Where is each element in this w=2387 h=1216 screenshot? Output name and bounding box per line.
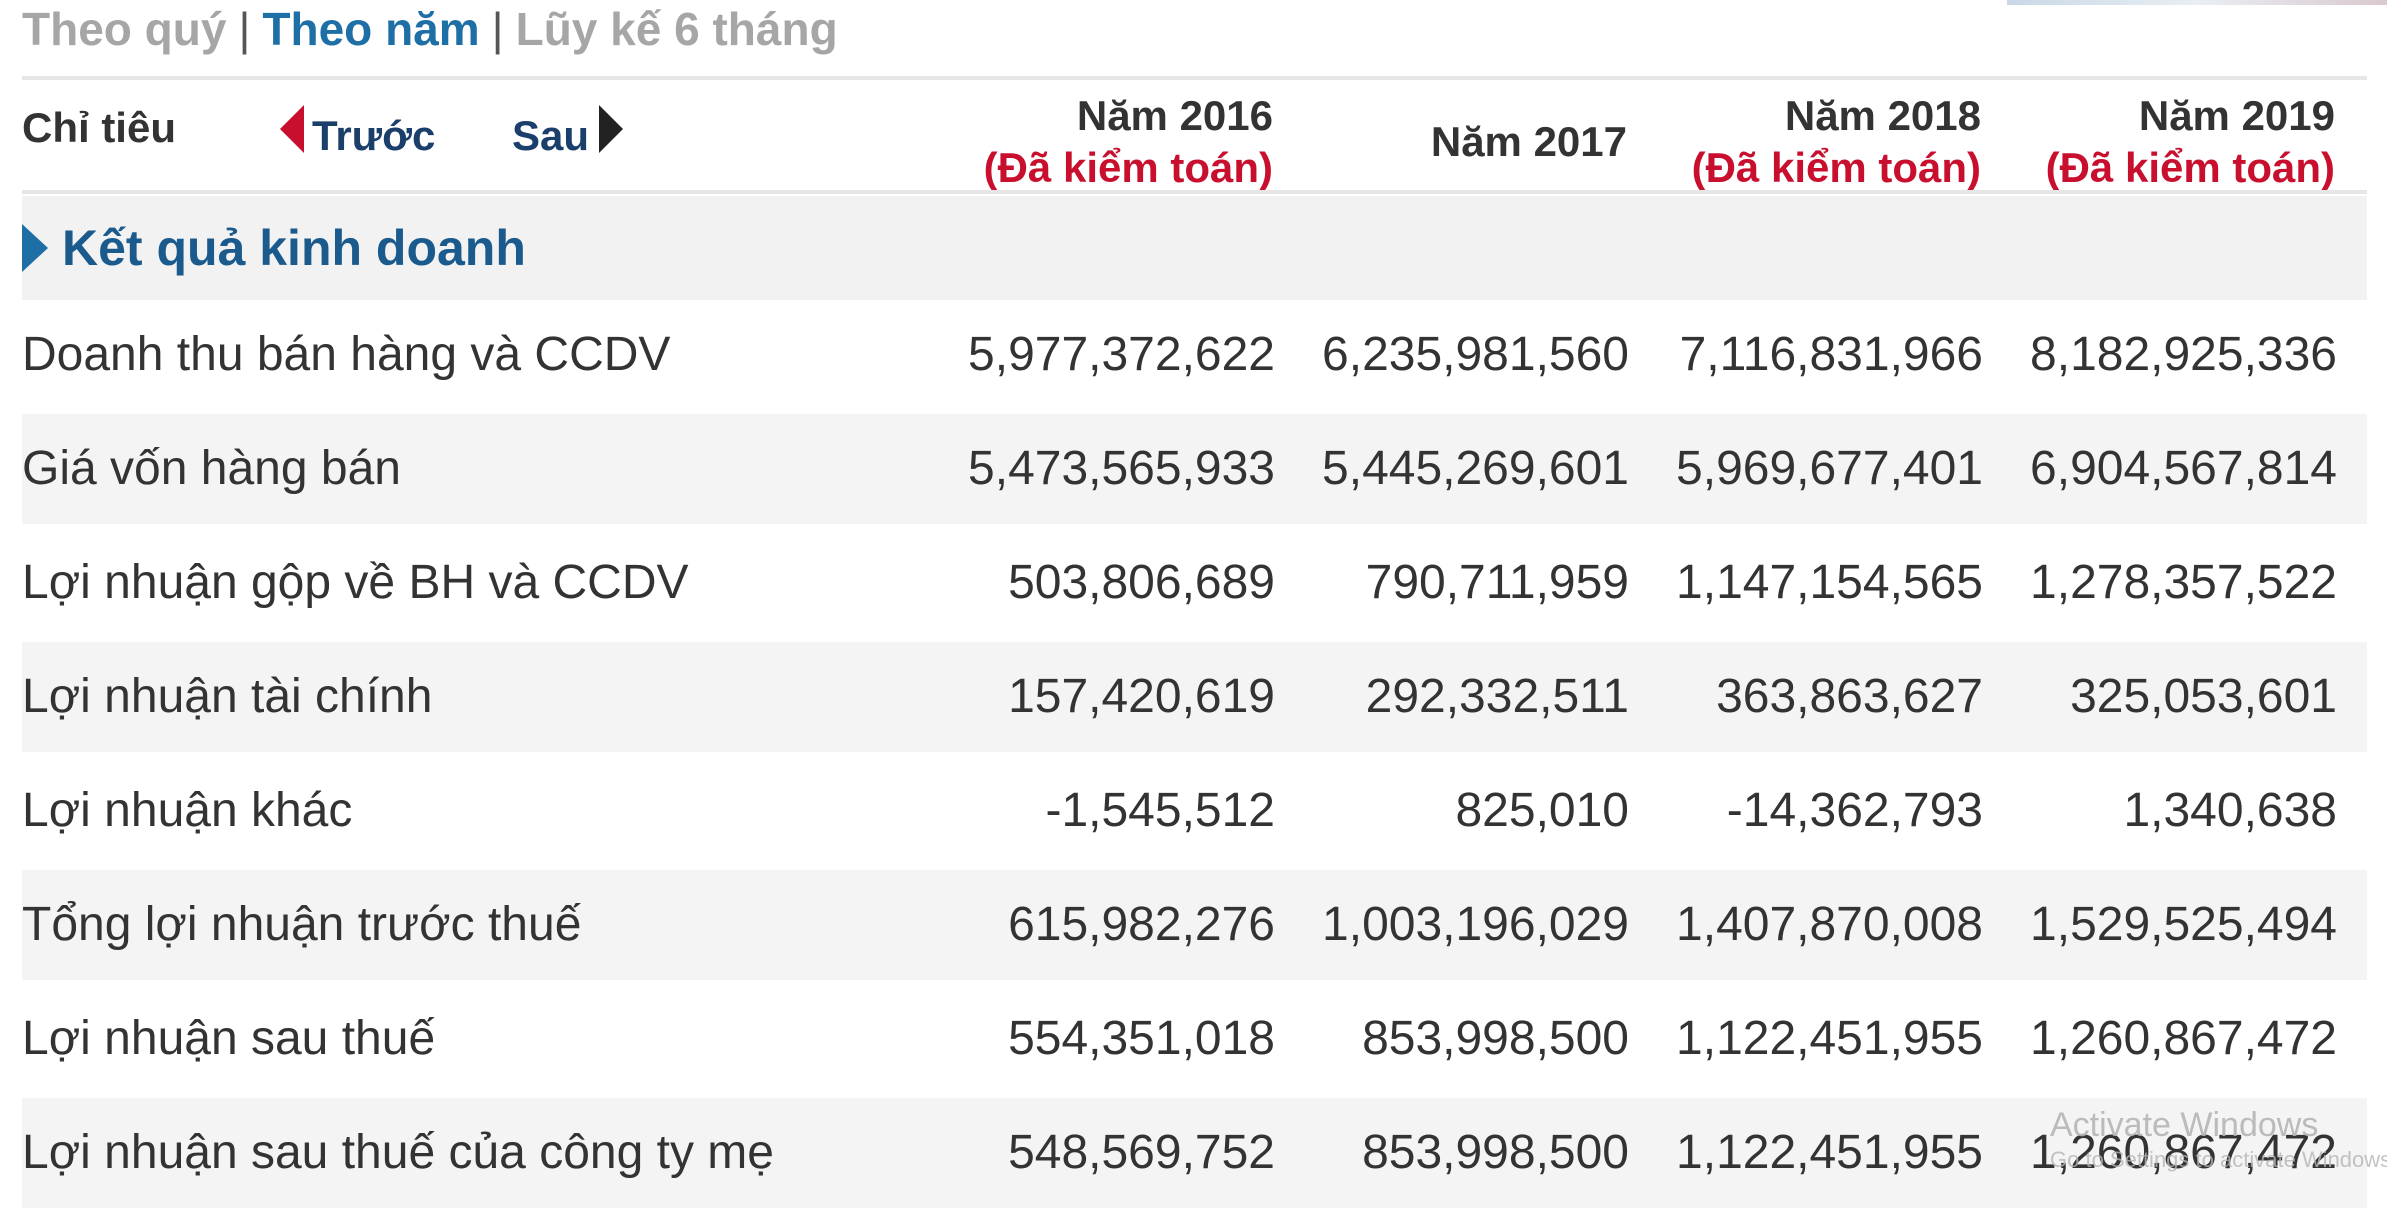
table-cell: 853,998,500 [1362, 1012, 1629, 1065]
table-cell: 1,529,525,494 [2030, 898, 2337, 951]
column-header-2018: Năm 2018 (Đã kiểm toán) [1692, 90, 1981, 194]
next-period-button[interactable]: Sau [512, 105, 624, 166]
table-cell: 554,351,018 [1008, 1012, 1275, 1065]
tab-yearly[interactable]: Theo năm [262, 3, 480, 55]
column-year: Năm 2016 [1076, 92, 1273, 139]
table-cell: 363,863,627 [1716, 670, 1983, 723]
watermark-title: Activate Windows [2050, 1106, 2319, 1144]
table-cell: -14,362,793 [1726, 784, 1983, 837]
table-cell: 825,010 [1455, 784, 1629, 837]
period-tabs: Theo quý | Theo năm | Lũy kế 6 tháng [22, 0, 838, 58]
table-cell: 1,260,867,472 [2030, 1126, 2337, 1179]
divider [22, 76, 2367, 80]
column-header-2017: Năm 2017 [1431, 116, 1627, 168]
table-cell: 6,235,981,560 [1322, 328, 1629, 381]
table-cell: 853,998,500 [1362, 1126, 1629, 1179]
table-cell: 292,332,511 [1365, 670, 1629, 723]
table-cell: 1,340,638 [2123, 784, 2337, 837]
row-label: Lợi nhuận sau thuế của công ty mẹ [22, 1126, 774, 1179]
indicator-column-label: Chỉ tiêu [22, 104, 176, 151]
table-cell: 1,122,451,955 [1676, 1012, 1983, 1065]
table-row: Lợi nhuận tài chính 157,420,619 292,332,… [22, 642, 2367, 752]
table-cell: 790,711,959 [1365, 556, 1629, 609]
table-cell: 1,003,196,029 [1322, 898, 1629, 951]
audit-note: (Đã kiểm toán) [1691, 144, 1981, 191]
windows-activation-watermark: Activate Windows Go to Settings to activ… [2050, 1106, 2387, 1173]
table-cell: 5,473,565,933 [968, 442, 1275, 495]
table-cell: 7,116,831,966 [1679, 328, 1983, 381]
table-row: Lợi nhuận khác -1,545,512 825,010 -14,36… [22, 756, 2367, 866]
watermark-subtitle: Go to Settings to activate Windows. [2050, 1147, 2387, 1172]
table-cell: 503,806,689 [1008, 556, 1275, 609]
row-label: Lợi nhuận tài chính [22, 670, 433, 723]
row-label: Lợi nhuận sau thuế [22, 1012, 436, 1065]
table-cell: 1,407,870,008 [1676, 898, 1983, 951]
table-cell: 1,260,867,472 [2030, 1012, 2337, 1065]
tab-separator: | [238, 3, 251, 55]
table-row: Lợi nhuận sau thuế 554,351,018 853,998,5… [22, 984, 2367, 1094]
table-cell: 548,569,752 [1008, 1126, 1275, 1179]
row-label: Giá vốn hàng bán [22, 442, 401, 495]
audit-note: (Đã kiểm toán) [2045, 144, 2335, 191]
audit-note: (Đã kiểm toán) [983, 144, 1273, 191]
table-cell: 8,182,925,336 [2030, 328, 2337, 381]
table-cell: 5,969,677,401 [1676, 442, 1983, 495]
column-header-2016: Năm 2016 (Đã kiểm toán) [984, 90, 1273, 194]
table-row: Doanh thu bán hàng và CCDV 5,977,372,622… [22, 300, 2367, 410]
column-header-2019: Năm 2019 (Đã kiểm toán) [2046, 90, 2335, 194]
table-cell: 5,445,269,601 [1322, 442, 1629, 495]
previous-period-button[interactable]: Trước [280, 105, 436, 166]
triangle-left-icon [280, 105, 304, 153]
section-business-results[interactable]: Kết quả kinh doanh [22, 196, 2367, 300]
row-label: Doanh thu bán hàng và CCDV [22, 328, 671, 381]
table-cell: -1,545,512 [1045, 784, 1275, 837]
table-header: Chỉ tiêu Trước Sau Năm 2016 (Đã kiểm toá… [0, 84, 2387, 191]
table-cell: 615,982,276 [1008, 898, 1275, 951]
tab-quarterly[interactable]: Theo quý [22, 3, 227, 55]
row-label: Lợi nhuận khác [22, 784, 353, 837]
column-year: Năm 2017 [1430, 118, 1627, 165]
table-row: Tổng lợi nhuận trước thuế 615,982,276 1,… [22, 870, 2367, 980]
table-cell: 1,122,451,955 [1676, 1126, 1983, 1179]
column-year: Năm 2018 [1784, 92, 1981, 139]
table-cell: 5,977,372,622 [968, 328, 1275, 381]
triangle-right-icon [22, 224, 48, 272]
tab-cumulative-6-months[interactable]: Lũy kế 6 tháng [515, 3, 838, 55]
next-label: Sau [512, 112, 590, 159]
row-label: Lợi nhuận gộp về BH và CCDV [22, 556, 689, 609]
table-cell: 6,904,567,814 [2030, 442, 2337, 495]
column-year: Năm 2019 [2138, 92, 2335, 139]
table-cell: 1,147,154,565 [1676, 556, 1983, 609]
table-cell: 1,278,357,522 [2030, 556, 2337, 609]
table-row: Giá vốn hàng bán 5,473,565,933 5,445,269… [22, 414, 2367, 524]
tab-separator: | [491, 3, 504, 55]
row-label: Tổng lợi nhuận trước thuế [22, 898, 582, 951]
table-row: Lợi nhuận sau thuế của công ty mẹ 548,56… [22, 1098, 2367, 1208]
table-row: Lợi nhuận gộp về BH và CCDV 503,806,689 … [22, 528, 2367, 638]
previous-label: Trước [312, 112, 436, 159]
decorative-strip [2007, 0, 2387, 5]
triangle-right-icon [599, 105, 624, 153]
table-cell: 325,053,601 [2070, 670, 2337, 723]
divider [22, 190, 2367, 194]
section-title: Kết quả kinh doanh [62, 220, 526, 276]
table-cell: 157,420,619 [1008, 670, 1275, 723]
